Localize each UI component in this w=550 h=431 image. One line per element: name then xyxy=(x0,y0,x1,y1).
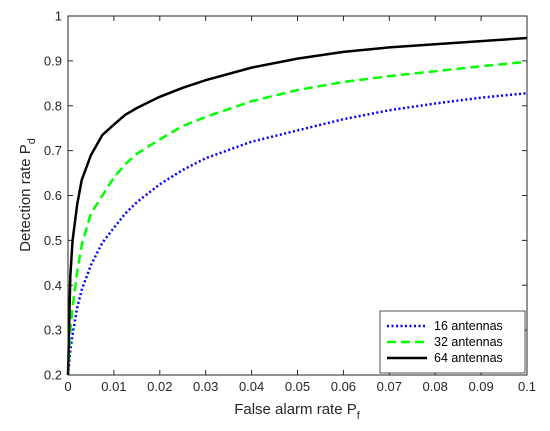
x-axis-ticks: 0 0.01 0.02 0.03 0.04 0.05 0.06 0.07 0.08 0.09 0.1 xyxy=(64,16,536,394)
y-tick-label-1: 1 xyxy=(55,9,62,24)
series-layer xyxy=(66,36,528,376)
x-tick-label-0-06: 0.06 xyxy=(331,379,356,394)
x-axis-label: False alarm rate Pf xyxy=(234,401,361,422)
series-line-64-antennas xyxy=(66,36,528,376)
x-tick-label-0-08: 0.08 xyxy=(423,379,448,394)
legend-label-64-antennas: 64 antennas xyxy=(434,351,503,365)
y-tick-label-0-2: 0.2 xyxy=(44,368,62,383)
x-tick-label-0-05: 0.05 xyxy=(285,379,310,394)
y-tick-label-0-4: 0.4 xyxy=(44,278,62,293)
x-tick-label-0-04: 0.04 xyxy=(239,379,264,394)
plot-frame xyxy=(67,15,528,376)
legend-label-32-antennas: 32 antennas xyxy=(434,335,503,349)
series-line-32-antennas xyxy=(66,60,528,376)
series-line-16-antennas xyxy=(66,91,528,376)
x-tick-label-0-03: 0.03 xyxy=(193,379,218,394)
x-tick-label-0: 0 xyxy=(64,379,71,394)
x-tick-label-0-01: 0.01 xyxy=(101,379,126,394)
y-axis-ticks: 0.2 0.3 0.4 0.5 0.6 0.7 0.8 0.9 1 xyxy=(44,9,527,383)
y-tick-label-0-7: 0.7 xyxy=(44,143,62,158)
legend-label-16-antennas: 16 antennas xyxy=(434,319,503,333)
legend: 16 antennas 32 antennas 64 antennas xyxy=(379,310,526,374)
y-tick-label-0-9: 0.9 xyxy=(44,53,62,68)
y-axis-label: Detection rate Pd xyxy=(17,138,38,252)
x-tick-label-0-02: 0.02 xyxy=(147,379,172,394)
x-tick-label-0-1: 0.1 xyxy=(518,379,536,394)
x-tick-label-0-07: 0.07 xyxy=(377,379,402,394)
x-tick-label-0-09: 0.09 xyxy=(468,379,493,394)
y-tick-label-0-8: 0.8 xyxy=(44,98,62,113)
y-tick-label-0-3: 0.3 xyxy=(44,323,62,338)
y-tick-label-0-5: 0.5 xyxy=(44,233,62,248)
y-tick-label-0-6: 0.6 xyxy=(44,188,62,203)
